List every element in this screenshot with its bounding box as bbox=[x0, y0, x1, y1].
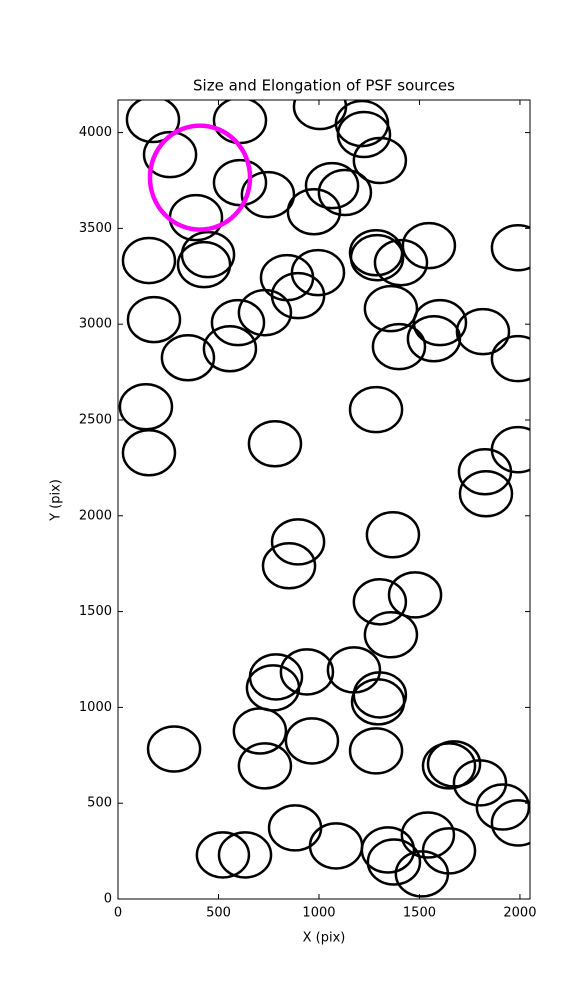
source-ellipse bbox=[284, 717, 340, 765]
y-tick-label: 3000 bbox=[79, 317, 112, 332]
source-ellipse bbox=[363, 284, 419, 333]
source-ellipse bbox=[121, 428, 177, 477]
x-tick-label: 2000 bbox=[503, 906, 536, 921]
source-ellipse bbox=[373, 238, 429, 287]
source-ellipse bbox=[401, 221, 457, 270]
source-ellipse bbox=[371, 322, 427, 371]
source-ellipse bbox=[490, 223, 530, 272]
chart-title: Size and Elongation of PSF sources bbox=[193, 77, 455, 95]
source-ellipse bbox=[217, 831, 273, 879]
source-ellipse bbox=[326, 646, 382, 694]
source-ellipse bbox=[360, 826, 416, 874]
y-tick-label: 1500 bbox=[79, 604, 112, 619]
source-ellipse bbox=[142, 130, 198, 179]
x-tick-label: 1500 bbox=[403, 906, 436, 921]
source-ellipse bbox=[270, 518, 326, 566]
source-ellipse bbox=[363, 611, 419, 659]
y-tick-label: 4000 bbox=[79, 125, 112, 140]
source-ellipse bbox=[457, 447, 513, 496]
y-tick-label: 1000 bbox=[79, 700, 112, 715]
source-ellipse bbox=[270, 271, 326, 320]
source-ellipse bbox=[452, 759, 508, 807]
source-ellipse bbox=[146, 725, 202, 773]
source-ellipse bbox=[212, 100, 268, 145]
x-tick-label: 0 bbox=[114, 906, 122, 921]
plot-area bbox=[118, 100, 530, 898]
source-ellipse bbox=[352, 136, 408, 185]
source-ellipse bbox=[348, 385, 404, 434]
source-ellipse bbox=[147, 123, 253, 232]
source-ellipse bbox=[421, 827, 477, 875]
source-ellipse bbox=[210, 298, 266, 347]
source-ellipse bbox=[232, 707, 288, 755]
source-ellipse bbox=[421, 742, 477, 790]
source-ellipse bbox=[245, 664, 301, 712]
source-ellipse bbox=[126, 295, 182, 344]
y-tick-label: 2500 bbox=[79, 412, 112, 427]
source-ellipse bbox=[160, 333, 216, 382]
source-ellipse bbox=[490, 425, 530, 474]
source-ellipse bbox=[349, 233, 405, 282]
source-ellipse bbox=[212, 158, 268, 207]
source-ellipse bbox=[406, 314, 462, 363]
source-ellipse bbox=[366, 838, 422, 886]
source-ellipse bbox=[348, 727, 404, 775]
x-tick-label: 1000 bbox=[302, 906, 335, 921]
y-tick-label: 2000 bbox=[79, 508, 112, 523]
source-ellipse bbox=[490, 334, 530, 383]
x-tick-label: 500 bbox=[206, 906, 231, 921]
axes-frame bbox=[117, 99, 531, 900]
source-ellipse bbox=[304, 161, 360, 210]
source-ellipse bbox=[121, 236, 177, 285]
source-ellipse bbox=[286, 187, 342, 236]
source-ellipse bbox=[279, 648, 335, 696]
source-ellipse bbox=[118, 382, 174, 431]
source-ellipse bbox=[352, 578, 408, 626]
source-ellipse bbox=[317, 168, 373, 217]
source-ellipse bbox=[334, 100, 390, 148]
source-ellipse bbox=[237, 288, 293, 337]
source-ellipse bbox=[400, 811, 456, 859]
source-ellipse bbox=[195, 831, 251, 879]
y-axis-label: Y (pix) bbox=[49, 479, 64, 522]
source-ellipse bbox=[365, 510, 421, 559]
source-ellipse bbox=[455, 307, 511, 356]
source-ellipse bbox=[247, 419, 303, 468]
x-axis-label: X (pix) bbox=[303, 931, 346, 946]
source-ellipse bbox=[176, 240, 232, 289]
source-ellipse bbox=[125, 100, 181, 144]
source-ellipse bbox=[350, 678, 406, 726]
source-ellipse bbox=[237, 742, 293, 790]
source-ellipse bbox=[336, 110, 392, 159]
source-ellipse bbox=[267, 804, 323, 852]
source-ellipse bbox=[490, 799, 530, 847]
source-ellipse bbox=[202, 324, 258, 373]
source-ellipse bbox=[308, 822, 364, 870]
source-ellipse bbox=[387, 571, 443, 619]
source-ellipse bbox=[458, 469, 514, 518]
source-ellipse bbox=[261, 542, 317, 590]
source-ellipse bbox=[240, 170, 296, 219]
y-tick-label: 0 bbox=[104, 892, 112, 907]
source-ellipse bbox=[475, 783, 530, 831]
y-tick-label: 500 bbox=[87, 796, 112, 811]
y-tick-label: 3500 bbox=[79, 221, 112, 236]
